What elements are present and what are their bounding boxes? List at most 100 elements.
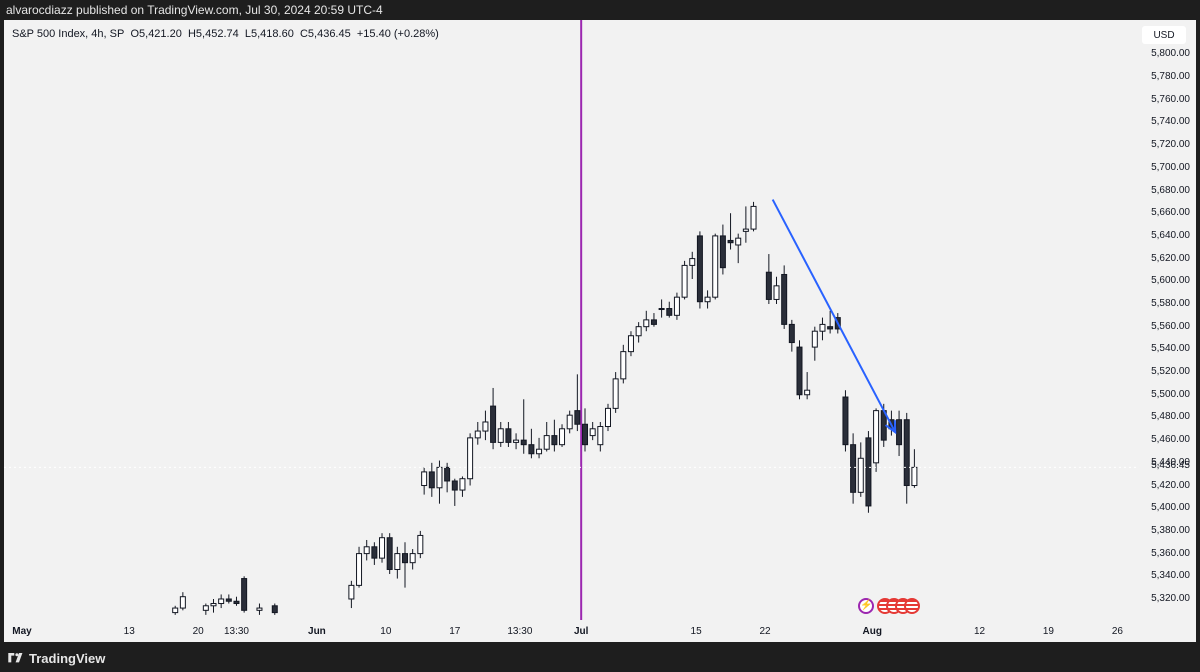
trend-arrow-line xyxy=(771,199,897,433)
candle-body xyxy=(210,603,217,607)
candle xyxy=(819,317,826,341)
candle xyxy=(241,576,248,613)
candle-body xyxy=(474,430,481,439)
candle xyxy=(896,410,903,457)
candle-body xyxy=(417,534,424,555)
chart-frame[interactable]: S&P 500 Index, 4h, SP O5,421.20 H5,452.7… xyxy=(4,20,1196,642)
candle xyxy=(735,233,742,264)
candle-body xyxy=(911,466,918,487)
candle-body xyxy=(582,423,589,446)
price-tick-label: 5,680.00 xyxy=(1151,184,1190,196)
candle xyxy=(179,592,186,611)
candle-body xyxy=(627,335,634,353)
time-tick-label: May xyxy=(12,626,32,637)
candle xyxy=(696,231,703,309)
time-tick-label: 17 xyxy=(449,626,461,637)
close-label: C xyxy=(299,28,308,40)
candle xyxy=(643,310,650,332)
candle xyxy=(386,533,393,575)
candle-body xyxy=(379,537,386,559)
candle-body xyxy=(566,414,573,430)
candle-body xyxy=(551,435,558,446)
price-tick-label: 5,620.00 xyxy=(1151,252,1190,264)
price-tick-label: 5,320.00 xyxy=(1151,592,1190,604)
price-tick-label: 5,580.00 xyxy=(1151,297,1190,309)
candle-body xyxy=(513,439,520,443)
candle xyxy=(704,290,711,309)
candle-body xyxy=(348,584,355,600)
candle xyxy=(719,224,726,275)
candle xyxy=(421,467,428,495)
lightning-icon[interactable]: ⚡ xyxy=(858,598,874,614)
candle xyxy=(348,580,355,609)
candle-body xyxy=(827,326,834,330)
time-tick-label: Jul xyxy=(573,626,589,637)
candle-body xyxy=(773,285,780,300)
currency-button[interactable]: USD xyxy=(1142,26,1186,44)
candle-body xyxy=(796,346,803,396)
candle-body xyxy=(643,319,650,328)
time-tick-label: 26 xyxy=(1111,626,1123,637)
candle-body xyxy=(612,378,619,409)
candle xyxy=(666,301,673,318)
candle-body xyxy=(394,553,401,570)
trend-arrow-head xyxy=(884,420,897,435)
candle xyxy=(850,433,857,504)
candle xyxy=(604,403,611,432)
time-tick-label: 20 xyxy=(192,626,204,637)
candle xyxy=(750,201,757,232)
price-tick-label: 5,520.00 xyxy=(1151,366,1190,378)
candle xyxy=(873,408,880,472)
candle xyxy=(804,372,811,400)
candle-body xyxy=(256,607,263,611)
candle xyxy=(490,387,497,450)
time-tick-label: 15 xyxy=(690,626,702,637)
time-tick-label: 13:30 xyxy=(223,626,249,637)
candle xyxy=(409,549,416,570)
candle xyxy=(428,462,435,497)
price-tick-label: 5,700.00 xyxy=(1151,161,1190,173)
candle-body xyxy=(451,480,458,491)
candle-body xyxy=(903,419,910,487)
chart-canvas[interactable] xyxy=(4,20,1196,642)
time-tick-label: 13 xyxy=(123,626,135,637)
us-flag-icon[interactable] xyxy=(904,598,920,614)
change-value: +15.40 (+0.28%) xyxy=(356,28,439,40)
candle xyxy=(551,419,558,452)
candle xyxy=(635,322,642,343)
candle xyxy=(459,476,466,497)
time-tick-label: 10 xyxy=(380,626,392,637)
candle-body xyxy=(241,578,248,611)
candle xyxy=(497,421,504,447)
time-tick-label: 12 xyxy=(973,626,986,637)
candle-body xyxy=(873,410,880,464)
candle xyxy=(225,594,232,604)
price-tick-label: 5,640.00 xyxy=(1151,229,1190,241)
candle xyxy=(520,399,527,454)
candle xyxy=(712,233,719,300)
candle xyxy=(559,424,566,447)
candle-body xyxy=(520,439,527,446)
candle xyxy=(371,542,378,565)
price-tick-label: 5,560.00 xyxy=(1151,320,1190,332)
tradingview-logo[interactable]: TradingView xyxy=(8,651,105,666)
candle-body xyxy=(750,205,757,230)
candle-body xyxy=(179,596,186,609)
price-tick-label: 5,600.00 xyxy=(1151,275,1190,287)
candle-body xyxy=(865,437,872,507)
candle-body xyxy=(436,466,443,489)
symbol-name: S&P 500 Index, 4h, SP xyxy=(12,28,125,40)
candle-body xyxy=(781,273,788,325)
candle xyxy=(781,265,788,329)
open-value: 5,421.20 xyxy=(139,28,182,40)
tradingview-logo-icon xyxy=(8,652,23,662)
candle xyxy=(202,603,209,615)
candle-body xyxy=(467,437,474,480)
candle-body xyxy=(271,605,278,614)
candle xyxy=(566,410,573,434)
time-tick-label: 19 xyxy=(1042,626,1054,637)
price-tick-label: 5,360.00 xyxy=(1151,547,1190,559)
candle xyxy=(681,260,688,300)
candle xyxy=(742,206,749,243)
candle xyxy=(402,542,408,588)
